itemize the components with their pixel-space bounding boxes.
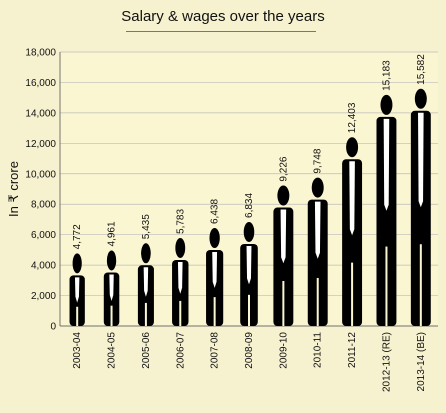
x-tick-label: 2004-05 xyxy=(107,332,118,369)
bar-leg-gap xyxy=(213,297,216,326)
bar-tie xyxy=(280,209,287,264)
y-tick-label: 12,000 xyxy=(25,139,56,150)
y-tick-label: 2,000 xyxy=(31,291,56,302)
data-labels: 4,772 4,961 5,435 5,783 6,438 6,834 9,226 9,748… xyxy=(72,54,427,250)
x-tick-label: 2010-11 xyxy=(313,332,324,368)
data-label: 9,748 xyxy=(313,148,324,173)
x-tick-label: 2007-08 xyxy=(210,332,221,369)
bar-leg-gap xyxy=(316,277,319,326)
bar-leg-gap xyxy=(248,294,250,326)
bar-head xyxy=(209,227,220,248)
y-tick-label: 14,000 xyxy=(25,108,56,119)
x-tick-label: 2003-04 xyxy=(72,332,83,369)
bar xyxy=(240,221,258,326)
bar xyxy=(103,250,120,326)
data-label: 4,772 xyxy=(72,224,83,249)
data-label: 6,438 xyxy=(210,199,221,224)
bar xyxy=(342,137,363,326)
bar-body xyxy=(206,249,224,326)
bar-head xyxy=(414,88,427,109)
bar xyxy=(137,243,154,326)
bar-leg-gap xyxy=(282,280,285,326)
bar xyxy=(172,237,189,326)
bar-tie xyxy=(246,245,252,285)
x-tick-label: 2008-09 xyxy=(244,332,255,369)
bar-leg-gap xyxy=(385,246,388,326)
bar-head xyxy=(141,243,151,264)
bar xyxy=(69,253,85,326)
y-tick-label: 16,000 xyxy=(25,78,56,89)
y-axis-label: In ₹ crore xyxy=(6,161,21,217)
bar-leg-gap xyxy=(179,300,182,326)
bar-body xyxy=(240,243,258,326)
bar-leg-gap xyxy=(76,306,79,326)
y-tick-label: 4,000 xyxy=(31,261,56,272)
bar-tie xyxy=(383,118,390,211)
bar-head xyxy=(346,137,359,158)
bar-tie xyxy=(314,201,321,259)
data-label: 15,183 xyxy=(381,60,392,91)
bar-tie xyxy=(212,251,218,288)
x-tick-label: 2009-10 xyxy=(278,332,289,369)
bar-tie xyxy=(418,112,424,208)
bar-head xyxy=(243,221,255,242)
bar-tie xyxy=(143,267,149,297)
bar-leg-gap xyxy=(144,302,147,326)
bar xyxy=(376,94,397,326)
bar-head xyxy=(311,177,324,198)
data-label: 6,834 xyxy=(244,193,255,218)
bar-head xyxy=(72,253,82,274)
bar-head xyxy=(106,250,117,271)
bar-body xyxy=(273,207,294,326)
bar-body xyxy=(342,159,363,326)
y-tick-label: 10,000 xyxy=(25,169,56,180)
data-label: 5,435 xyxy=(141,214,152,239)
y-tick-label: 8,000 xyxy=(31,200,56,211)
y-tick-label: 6,000 xyxy=(31,230,56,241)
y-axis: 0 2,000 4,000 6,000 8,000 10,000 12,000 14,000 1… xyxy=(25,48,438,333)
data-label: 5,783 xyxy=(175,209,186,234)
x-tick-label: 2006-07 xyxy=(175,332,186,369)
bar-head xyxy=(175,237,186,258)
bar xyxy=(206,227,224,326)
x-axis: 2003-04 2004-05 2005-06 2006-07 2007-08 2008-… xyxy=(72,332,427,392)
bar-leg-gap xyxy=(419,244,422,326)
y-tick-label: 0 xyxy=(50,322,56,333)
bar xyxy=(273,185,294,326)
chart-title: Salary & wages over the years xyxy=(121,8,325,25)
bar-tie xyxy=(109,274,114,301)
bar-leg-gap xyxy=(351,262,354,326)
title-underline xyxy=(126,31,316,32)
x-tick-label: 2005-06 xyxy=(141,332,152,369)
bar-body xyxy=(410,110,431,326)
data-label: 15,582 xyxy=(416,54,427,85)
data-label: 12,403 xyxy=(347,102,358,133)
bars xyxy=(69,88,431,326)
x-tick-label: 2013-14 (BE) xyxy=(416,332,427,391)
data-label: 4,961 xyxy=(107,221,118,246)
bar-body xyxy=(376,116,397,326)
bar-head xyxy=(380,94,393,115)
bar-tie xyxy=(74,277,80,303)
bar-head xyxy=(277,185,290,206)
bar-tie xyxy=(349,161,355,236)
bar xyxy=(410,88,431,326)
y-tick-label: 18,000 xyxy=(25,48,56,59)
x-tick-label: 2012-13 (RE) xyxy=(381,332,392,392)
bar xyxy=(307,177,328,326)
x-tick-label: 2011-12 xyxy=(347,332,358,368)
bar-body xyxy=(307,199,328,326)
bar-tie xyxy=(177,261,183,294)
bar-leg-gap xyxy=(110,305,113,326)
data-label: 9,226 xyxy=(278,156,289,181)
